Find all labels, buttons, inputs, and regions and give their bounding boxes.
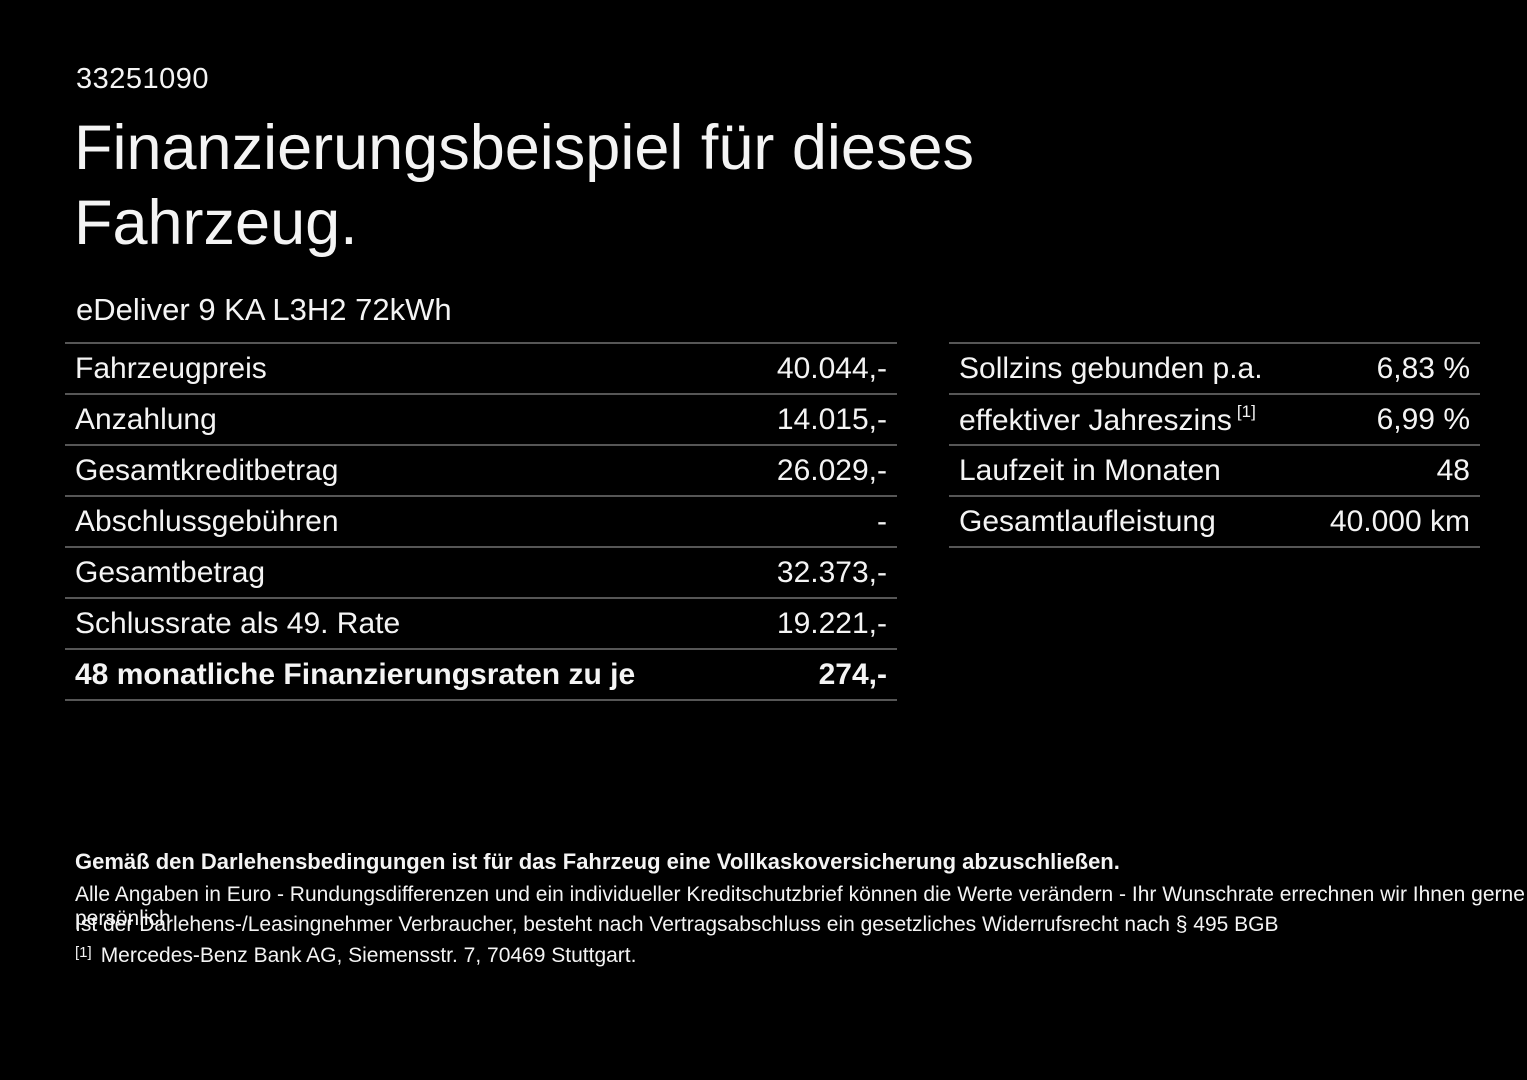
row-label: Fahrzeugpreis <box>75 351 267 385</box>
table-row: Abschlussgebühren - <box>65 495 897 546</box>
disclaimer-line-2: Ist der Darlehens-/Leasingnehmer Verbrau… <box>75 913 1279 936</box>
footnote-marker: [1] <box>75 944 92 961</box>
row-label: Abschlussgebühren <box>75 504 339 538</box>
row-value: 40.000 km <box>1329 504 1470 538</box>
table-row: Anzahlung 14.015,- <box>65 393 897 444</box>
row-value: - <box>877 504 887 538</box>
row-label: effektiver Jahreszins [1] <box>959 402 1256 438</box>
vehicle-offer-id: 33251090 <box>76 63 210 95</box>
financing-costs-table: Fahrzeugpreis 40.044,- Anzahlung 14.015,… <box>65 342 897 701</box>
row-value: 26.029,- <box>776 453 887 487</box>
row-value: 48 <box>1436 453 1470 487</box>
footnote-reference: [1] <box>1236 401 1256 421</box>
row-value: 32.373,- <box>776 555 887 589</box>
footnote-bank-address: [1] Mercedes-Benz Bank AG, Siemensstr. 7,… <box>75 944 636 968</box>
row-value: 19.221,- <box>776 606 887 640</box>
row-label-text: effektiver Jahreszins <box>959 403 1232 437</box>
table-row: Gesamtkreditbetrag 26.029,- <box>65 444 897 495</box>
table-row: effektiver Jahreszins [1] 6,99 % <box>949 393 1480 444</box>
row-label: Anzahlung <box>75 402 217 436</box>
row-label: Gesamtbetrag <box>75 555 266 589</box>
row-label: Laufzeit in Monaten <box>959 453 1221 487</box>
table-row: Laufzeit in Monaten 48 <box>949 444 1480 495</box>
row-value: 40.044,- <box>776 351 887 385</box>
row-value: 6,99 % <box>1376 402 1470 436</box>
table-row: Gesamtbetrag 32.373,- <box>65 546 897 597</box>
disclaimer-line-1: Alle Angaben in Euro - Rundungsdifferenz… <box>75 883 1525 930</box>
table-row: Gesamtlaufleistung 40.000 km <box>949 495 1480 546</box>
row-label: Gesamtlaufleistung <box>959 504 1216 538</box>
insurance-requirement-note: Gemäß den Darlehensbedingungen ist für d… <box>75 849 1120 874</box>
footnote-text: Mercedes-Benz Bank AG, Siemensstr. 7, 70… <box>100 944 637 967</box>
row-label: 48 monatliche Finanzierungsraten zu je <box>75 657 636 691</box>
financing-conditions-table: Sollzins gebunden p.a. 6,83 % effektiver… <box>949 342 1480 548</box>
page-title: Finanzierungsbeispiel für dieses Fahrzeu… <box>74 113 974 258</box>
row-label: Schlussrate als 49. Rate <box>75 606 401 640</box>
vehicle-model-subtitle: eDeliver 9 KA L3H2 72kWh <box>76 292 452 327</box>
table-row: Schlussrate als 49. Rate 19.221,- <box>65 597 897 648</box>
table-row: Fahrzeugpreis 40.044,- <box>65 342 897 393</box>
table-row: Sollzins gebunden p.a. 6,83 % <box>949 342 1480 393</box>
row-label: Gesamtkreditbetrag <box>75 453 339 487</box>
table-row-monthly-rate: 48 monatliche Finanzierungsraten zu je 2… <box>65 648 897 699</box>
row-value: 14.015,- <box>776 402 887 436</box>
row-label: Sollzins gebunden p.a. <box>959 351 1263 385</box>
row-value: 274,- <box>818 657 887 691</box>
row-value: 6,83 % <box>1376 351 1470 385</box>
